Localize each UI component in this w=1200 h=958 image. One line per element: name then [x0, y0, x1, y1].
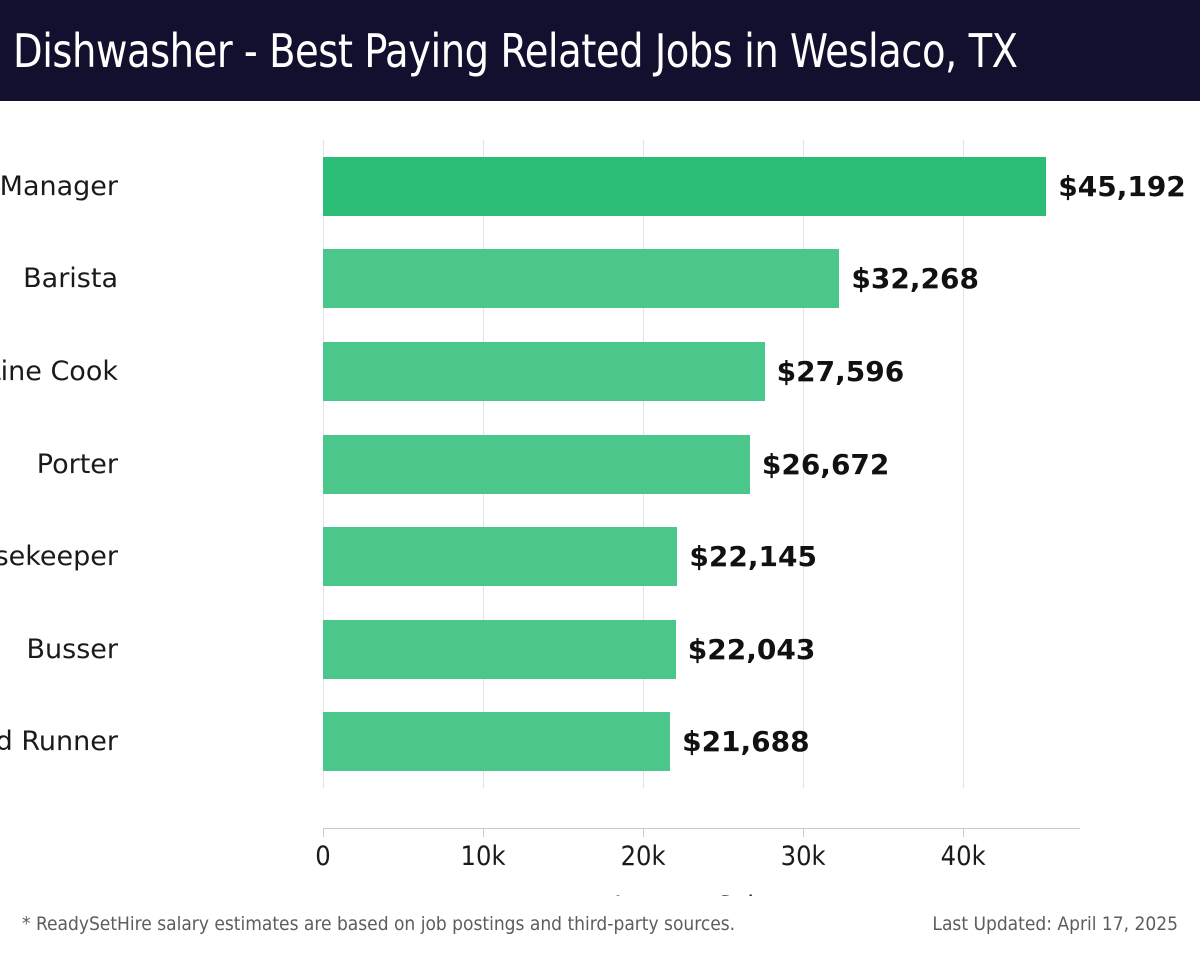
x-axis-tick-label: 10k [460, 841, 506, 872]
gridline [963, 140, 965, 788]
footnote-text: * ReadySetHire salary estimates are base… [22, 913, 736, 935]
bar-value-label: $45,192 [1058, 169, 1186, 203]
last-updated-text: Last Updated: April 17, 2025 [932, 913, 1178, 935]
x-axis-line [323, 828, 1080, 829]
chart-header: Dishwasher - Best Paying Related Jobs in… [0, 0, 1200, 101]
bar-value-label: $32,268 [851, 262, 979, 296]
bar-row[interactable]: Restaurant Manager $45,192 [0, 156, 1200, 216]
bar[interactable] [323, 249, 840, 309]
x-axis-tick [323, 828, 324, 837]
page-title: Dishwasher - Best Paying Related Jobs in… [13, 23, 1018, 78]
category-label: Restaurant Manager [0, 170, 118, 202]
bar-value-label: $22,043 [687, 632, 816, 666]
x-axis-tick [803, 828, 805, 837]
bar-row[interactable]: Porter $26,672 [0, 434, 1200, 494]
category-label: Barista [23, 263, 118, 295]
bar-row[interactable]: Busser $22,043 [0, 619, 1200, 679]
bar-value-label: $27,596 [776, 354, 905, 388]
bar-row[interactable]: Housekeeper $22,145 [0, 527, 1200, 587]
category-label: Line Cook [0, 355, 118, 387]
category-label: Busser [26, 633, 118, 665]
bar[interactable] [323, 712, 671, 772]
x-axis-tick [643, 828, 645, 837]
bar-value-label: $22,145 [689, 540, 817, 574]
bar-row[interactable]: Food Runner $21,688 [0, 712, 1200, 772]
category-label: Housekeeper [0, 541, 118, 573]
bar[interactable] [323, 619, 676, 679]
chart-footer: * ReadySetHire salary estimates are base… [0, 896, 1200, 958]
bar-row[interactable]: Line Cook $27,596 [0, 341, 1200, 401]
x-axis-tick [963, 828, 965, 837]
bar[interactable] [323, 341, 765, 401]
x-axis-tick [483, 828, 485, 837]
x-axis-tick-label: 20k [620, 841, 666, 872]
bar[interactable] [323, 434, 750, 494]
bar-row[interactable]: Barista $32,268 [0, 249, 1200, 309]
bar[interactable] [323, 527, 678, 587]
gridline [803, 140, 805, 788]
x-axis-tick-label: 30k [780, 841, 826, 872]
category-label: Porter [36, 448, 118, 480]
x-axis-tick-label: 0 [315, 841, 331, 872]
x-axis-tick-label: 40k [940, 841, 986, 872]
bar-value-label: $26,672 [761, 447, 890, 481]
category-label: Food Runner [0, 726, 118, 758]
bar-value-label: $21,688 [682, 725, 810, 759]
bar[interactable] [323, 156, 1047, 216]
